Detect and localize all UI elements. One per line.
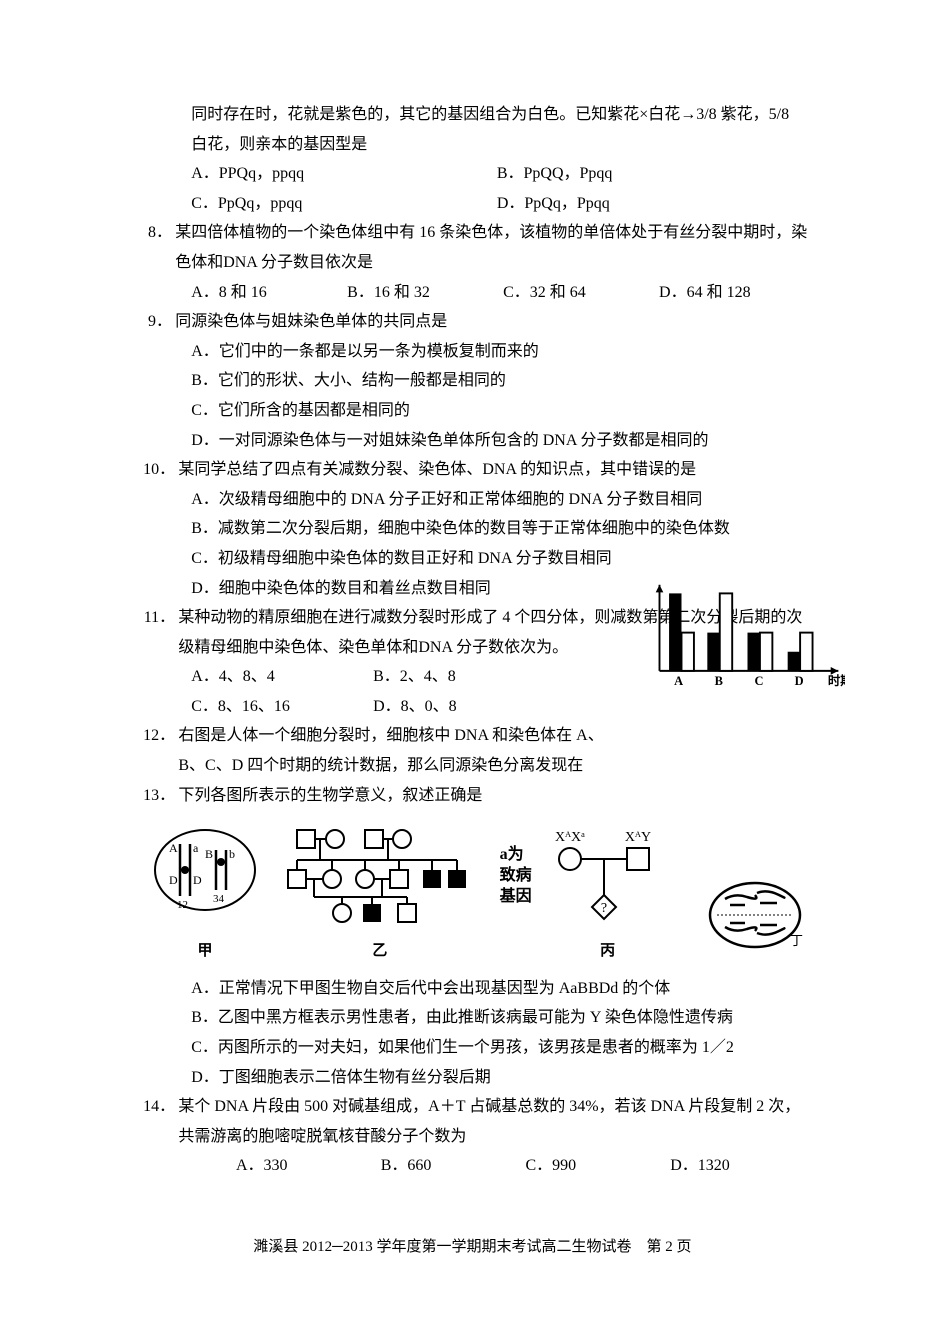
diagram-yi-svg — [287, 822, 472, 927]
q11-options-row1: A．4、8、4 B．2、4、8 — [191, 662, 562, 692]
bing-note-3: 基因 — [500, 887, 532, 908]
q8-options: A．8 和 16 B．16 和 32 C．32 和 64 D．64 和 128 — [191, 278, 815, 308]
q10: 10． 某同学总结了四点有关减数分裂、染色体、DNA 的知识点，其中错误的是 — [140, 455, 815, 485]
q14-option-a: A．330 — [236, 1151, 381, 1181]
svg-text:C: C — [754, 674, 763, 688]
bing-note-1: a为 — [500, 845, 532, 866]
q8-option-a: A．8 和 16 — [191, 278, 347, 308]
q13-number: 13． — [140, 781, 175, 811]
q8-number: 8． — [140, 218, 172, 277]
svg-text:B: B — [715, 674, 723, 688]
svg-text:D: D — [795, 674, 804, 688]
svg-text:A: A — [674, 674, 683, 688]
q13-option-c: C．丙图所示的一对夫妇，如果他们生一个男孩，该男孩是患者的概率为 1／2 — [191, 1033, 815, 1063]
svg-text:D: D — [193, 873, 202, 887]
q14-option-b: B．660 — [381, 1151, 526, 1181]
diagram-yi-label: 乙 — [287, 938, 472, 966]
q13-diagrams-row: A a D D 12 B b 34 甲 — [140, 822, 815, 966]
q9-option-b: B．它们的形状、大小、结构一般都是相同的 — [191, 366, 815, 396]
q11-option-a: A．4、8、4 — [191, 662, 373, 692]
svg-text:a: a — [193, 841, 199, 855]
q14-stem: 某个 DNA 片段由 500 对碱基组成，A＋T 占碱基总数的 34%，若该 D… — [178, 1092, 815, 1151]
q7-option-b: B．PpQQ，Ppqq — [497, 159, 803, 189]
q7-continuation-line2: 白花，则亲本的基因型是 — [191, 130, 815, 160]
q10-stem: 某同学总结了四点有关减数分裂、染色体、DNA 的知识点，其中错误的是 — [178, 455, 815, 485]
q13-option-d: D．丁图细胞表示二倍体生物有丝分裂后期 — [191, 1063, 815, 1093]
diagram-jia-svg: A a D D 12 B b 34 — [150, 822, 260, 927]
diagram-bing-svg: XᴬXᵃ XᴬY ? — [538, 827, 678, 927]
diagram-ding: 丁 — [705, 875, 805, 966]
svg-text:34: 34 — [213, 893, 225, 905]
svg-text:XᴬY: XᴬY — [625, 830, 651, 845]
q13-option-b: B．乙图中黑方框表示男性患者，由此推断该病最可能为 Y 染色体隐性遗传病 — [191, 1003, 815, 1033]
q7-options-row2: C．PpQq，ppqq D．PpQq，Ppqq — [191, 189, 815, 219]
q11-option-b: B．2、4、8 — [373, 662, 555, 692]
diagram-ding-svg: 丁 — [705, 875, 805, 955]
svg-text:XᴬXᵃ: XᴬXᵃ — [555, 830, 585, 845]
q7-options-row1: A．PPQq，ppqq B．PpQQ，Ppqq — [191, 159, 815, 189]
q13-option-a: A．正常情况下甲图生物自交后代中会出现基因型为 AaBBDd 的个体 — [191, 974, 815, 1004]
diagram-yi: 乙 — [287, 822, 472, 966]
svg-text:丁: 丁 — [790, 933, 803, 948]
q9-option-c: C．它们所含的基因都是相同的 — [191, 396, 815, 426]
page-footer: 濉溪县 2012─2013 学年度第一学期期末考试高二生物试卷 第 2 页 — [0, 1234, 945, 1262]
q12-stem: 右图是人体一个细胞分裂时，细胞核中 DNA 和染色体在 A、B、C、D 四个时期… — [178, 721, 815, 780]
q8-option-d: D．64 和 128 — [659, 278, 815, 308]
q11-option-c: C．8、16、16 — [191, 692, 373, 722]
q11-options-row2: C．8、16、16 D．8、0、8 — [191, 692, 562, 722]
q9: 9． 同源染色体与姐妹染色单体的共同点是 — [140, 307, 815, 337]
q11-number: 11． — [140, 603, 175, 662]
q7-option-a: A．PPQq，ppqq — [191, 159, 497, 189]
q14: 14． 某个 DNA 片段由 500 对碱基组成，A＋T 占碱基总数的 34%，… — [140, 1092, 815, 1151]
q10-option-b: B．减数第二次分裂后期，细胞中染色体的数目等于正常体细胞中的染色体数 — [191, 514, 815, 544]
q9-number: 9． — [140, 307, 172, 337]
q10-option-c: C．初级精母细胞中染色体的数目正好和 DNA 分子数目相同 — [191, 544, 815, 574]
q10-option-a: A．次级精母细胞中的 DNA 分子正好和正常体细胞的 DNA 分子数目相同 — [191, 485, 815, 515]
svg-text:B: B — [205, 847, 213, 861]
q7-option-c: C．PpQq，ppqq — [191, 189, 497, 219]
diagram-bing: a为 致病 基因 XᴬXᵃ XᴬY ? 丙 — [500, 827, 678, 966]
q8: 8． 某四倍体植物的一个染色体组中有 16 条染色体，该植物的单倍体处于有丝分裂… — [140, 218, 815, 277]
q8-option-c: C．32 和 64 — [503, 278, 659, 308]
svg-text:时期: 时期 — [828, 673, 845, 688]
diagram-bing-label: 丙 — [538, 938, 678, 966]
bing-note-2: 致病 — [500, 866, 532, 887]
diagram-jia: A a D D 12 B b 34 甲 — [150, 822, 260, 966]
q7-continuation-line1: 同时存在时，花就是紫色的，其它的基因组合为白色。已知紫花×白花→3/8 紫花，5… — [159, 100, 815, 130]
q13: 13． 下列各图所表示的生物学意义，叙述正确是 — [140, 781, 815, 811]
q11-option-d: D．8、0、8 — [373, 692, 555, 722]
svg-text:D: D — [169, 873, 178, 887]
q12-bar-chart: A B C D 时期 — [650, 580, 845, 690]
svg-text:b: b — [229, 847, 235, 861]
q8-stem: 某四倍体植物的一个染色体组中有 16 条染色体，该植物的单倍体处于有丝分裂中期时… — [175, 218, 815, 277]
q14-option-d: D．1320 — [670, 1151, 815, 1181]
q9-option-a: A．它们中的一条都是以另一条为模板复制而来的 — [191, 337, 815, 367]
svg-text:12: 12 — [177, 899, 188, 911]
q9-option-d: D．一对同源染色体与一对姐妹染色单体所包含的 DNA 分子数都是相同的 — [191, 426, 815, 456]
q14-options: A．330 B．660 C．990 D．1320 — [236, 1151, 815, 1181]
svg-text:A: A — [169, 841, 178, 855]
q13-stem: 下列各图所表示的生物学意义，叙述正确是 — [178, 781, 815, 811]
q9-stem: 同源染色体与姐妹染色单体的共同点是 — [175, 307, 815, 337]
q10-number: 10． — [140, 455, 175, 485]
q14-number: 14． — [140, 1092, 175, 1151]
svg-text:?: ? — [601, 901, 607, 916]
q12: 12． 右图是人体一个细胞分裂时，细胞核中 DNA 和染色体在 A、B、C、D … — [140, 721, 815, 780]
q12-number: 12． — [140, 721, 175, 780]
q8-option-b: B．16 和 32 — [347, 278, 503, 308]
q7-option-d: D．PpQq，Ppqq — [497, 189, 803, 219]
q14-option-c: C．990 — [526, 1151, 671, 1181]
diagram-jia-label: 甲 — [150, 938, 260, 966]
